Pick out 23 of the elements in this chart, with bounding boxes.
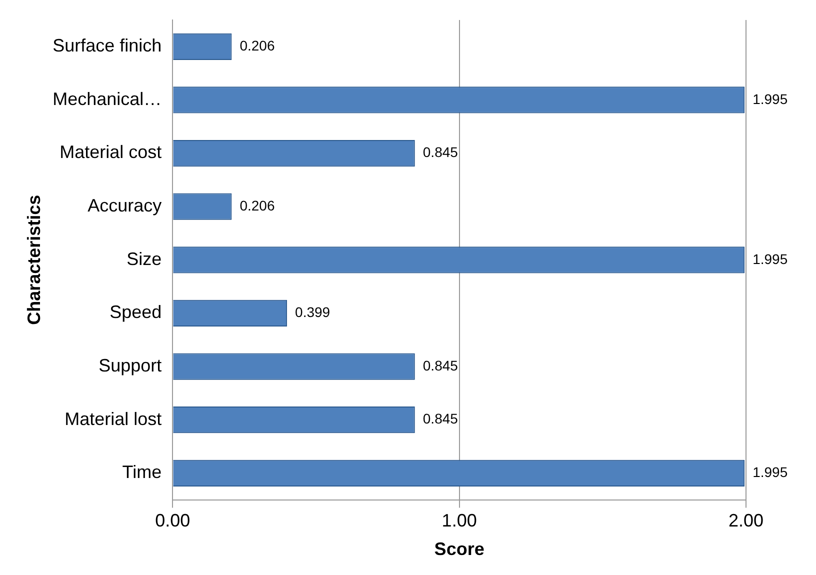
data-label: 0.845 xyxy=(422,357,458,374)
x-axis-title: Score xyxy=(434,539,484,560)
data-label: 1.995 xyxy=(752,90,788,107)
y-tick-label: Material cost xyxy=(60,142,162,162)
y-tick-label: Surface finich xyxy=(52,36,162,56)
data-label: 0.206 xyxy=(240,197,275,214)
data-label: 0.845 xyxy=(422,144,458,160)
y-tick-label: Support xyxy=(98,355,162,376)
y-tick-label: Accuracy xyxy=(88,196,162,216)
x-tick-label: 1.00 xyxy=(442,510,477,531)
data-label: 0.399 xyxy=(295,304,330,320)
data-label: 1.995 xyxy=(752,464,788,480)
y-tick-label: Size xyxy=(126,248,162,269)
data-label: 0.845 xyxy=(422,410,458,427)
y-tick-label: Mechanical… xyxy=(52,88,162,109)
y-tick-label: Material lost xyxy=(64,408,162,429)
x-tick-label: 0.00 xyxy=(155,510,190,531)
y-tick-label: Time xyxy=(122,462,162,482)
x-tick-label: 2.00 xyxy=(728,510,764,531)
data-label: 0.206 xyxy=(240,38,275,54)
data-label: 1.995 xyxy=(752,250,788,267)
y-axis-title: Characteristics xyxy=(24,194,44,325)
y-tick-label: Speed xyxy=(110,302,162,322)
